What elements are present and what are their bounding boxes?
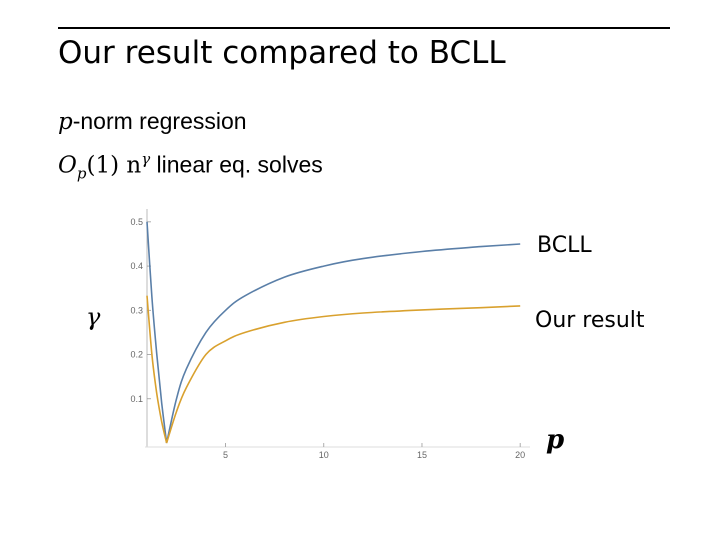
slide-title: Our result compared to BCLL [58, 35, 506, 71]
y-tick-label: 0.2 [130, 350, 143, 360]
x-tick-label: 5 [223, 450, 228, 460]
line-chart: 0.1 0.2 0.3 0.4 0.5 5 10 15 20 [130, 209, 530, 460]
y-tick-label: 0.5 [130, 217, 143, 227]
series-line-1 [146, 295, 521, 444]
subtitle-line-1-text: -norm regression [72, 108, 247, 134]
legend-label-our-result: Our result [535, 308, 645, 333]
y-tick-label: 0.1 [130, 394, 143, 404]
subtitle-line-2-text: linear eq. solves [150, 151, 323, 178]
subtitle-line-1: p-norm regression [58, 108, 247, 135]
y-tick-label: 0.3 [130, 305, 143, 315]
x-tick-label: 20 [515, 450, 525, 460]
x-tick-label: 15 [417, 450, 427, 460]
math-O: O [58, 152, 77, 179]
chart-series [146, 221, 521, 444]
title-rule [58, 27, 670, 29]
math-mid: (1) n [86, 152, 142, 179]
series-line-0 [146, 221, 521, 444]
math-sup-gamma: γ [141, 150, 151, 168]
legend-label-bcll: BCLL [537, 233, 592, 258]
y-tick-label: 0.4 [130, 261, 143, 271]
chart-axes: 0.1 0.2 0.3 0.4 0.5 5 10 15 20 [130, 209, 530, 460]
math-sub-p: p [76, 164, 87, 183]
y-axis-label: γ [86, 303, 101, 331]
x-axis-label: p [546, 425, 565, 455]
subtitle-line-2: Op(1) nγ linear eq. solves [58, 150, 323, 182]
math-p: p [58, 109, 73, 135]
x-tick-label: 10 [319, 450, 329, 460]
